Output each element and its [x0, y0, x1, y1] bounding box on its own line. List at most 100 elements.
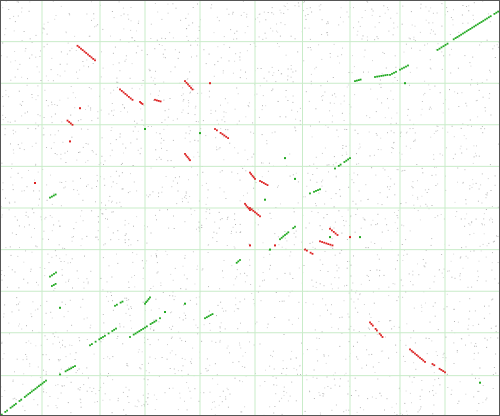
noise-dot: [342, 21, 344, 23]
noise-dot: [413, 38, 415, 40]
noise-dot: [188, 387, 189, 389]
noise-dot: [154, 48, 156, 50]
noise-dot: [459, 301, 461, 303]
noise-dot: [425, 203, 427, 205]
noise-dot: [97, 216, 99, 218]
forward-segment-dot: [51, 274, 53, 277]
noise-dot: [277, 186, 278, 188]
isolated-dot: [209, 82, 211, 85]
noise-dot: [71, 324, 73, 326]
noise-dot: [246, 13, 248, 15]
noise-dot: [39, 267, 41, 269]
noise-dot: [16, 297, 18, 299]
noise-dot: [262, 242, 264, 244]
forward-segment-dot: [49, 275, 51, 278]
noise-dot: [384, 117, 386, 119]
noise-dot: [402, 5, 404, 7]
noise-dot: [219, 331, 221, 333]
noise-dot: [272, 88, 274, 90]
noise-dot: [432, 385, 434, 387]
noise-dot: [299, 364, 301, 366]
isolated-dot: [359, 236, 361, 239]
noise-dot: [327, 22, 329, 24]
noise-dot: [318, 192, 320, 194]
noise-dot: [206, 208, 208, 210]
noise-dot: [492, 48, 494, 50]
noise-dot: [314, 68, 316, 70]
noise-dot: [43, 127, 45, 129]
noise-dot: [374, 26, 376, 28]
noise-dot: [380, 83, 382, 85]
noise-dot: [123, 107, 125, 109]
forward-segment-dot: [43, 381, 46, 383]
noise-dot: [461, 152, 463, 154]
noise-dot: [343, 120, 345, 121]
noise-dot: [326, 32, 328, 33]
noise-dot: [14, 21, 16, 23]
noise-dot: [185, 340, 186, 342]
noise-dot: [315, 281, 317, 283]
noise-dot: [388, 286, 390, 288]
noise-dot: [253, 344, 255, 346]
noise-dot: [15, 234, 17, 235]
noise-dot: [414, 40, 416, 42]
noise-dot: [323, 354, 325, 356]
forward-segment-dot: [9, 406, 12, 409]
noise-dot: [129, 77, 131, 79]
noise-dot: [50, 311, 52, 313]
noise-dot: [186, 28, 188, 30]
noise-dot: [375, 133, 377, 134]
noise-dot: [418, 274, 420, 276]
reverse-segment-dot: [331, 229, 333, 232]
noise-dot: [375, 397, 377, 399]
noise-dot: [240, 347, 242, 349]
noise-dot: [290, 65, 292, 66]
reverse-segment-dot: [419, 356, 421, 359]
forward-segment-dot: [480, 21, 483, 23]
noise-dot: [150, 326, 152, 328]
reverse-segment-dot: [126, 94, 128, 97]
noise-dot: [221, 401, 223, 403]
noise-dot: [133, 181, 135, 183]
noise-dot: [274, 317, 276, 318]
noise-dot: [232, 226, 234, 228]
noise-dot: [409, 128, 411, 130]
noise-dot: [95, 153, 97, 155]
noise-dot: [30, 313, 32, 315]
noise-dot: [312, 303, 314, 305]
noise-dot: [17, 172, 19, 174]
noise-dot: [45, 371, 47, 373]
forward-segment-dot: [446, 42, 449, 45]
noise-dot: [392, 98, 394, 100]
noise-dot: [330, 313, 332, 315]
noise-dot: [146, 194, 148, 196]
noise-dot: [9, 18, 11, 20]
noise-dot: [309, 38, 311, 40]
noise-dot: [136, 30, 137, 32]
noise-dot: [413, 36, 415, 38]
forward-segment-dot: [52, 284, 55, 286]
noise-dot: [257, 291, 259, 293]
noise-dot: [153, 99, 154, 101]
noise-dot: [460, 145, 462, 147]
noise-dot: [109, 358, 111, 360]
noise-dot: [189, 390, 191, 392]
noise-dot: [428, 108, 430, 110]
noise-dot: [441, 68, 443, 70]
noise-dot: [179, 176, 180, 178]
noise-dot: [90, 109, 92, 111]
noise-dot: [181, 198, 183, 200]
noise-dot: [125, 55, 127, 57]
noise-dot: [295, 230, 297, 232]
noise-dot: [39, 115, 41, 117]
noise-dot: [358, 163, 360, 165]
noise-dot: [290, 35, 292, 37]
noise-dot: [227, 217, 228, 219]
forward-segment-dot: [476, 23, 479, 26]
noise-dot: [67, 150, 68, 152]
noise-dot: [33, 190, 35, 192]
noise-dot: [442, 112, 444, 114]
noise-dot: [388, 30, 390, 32]
noise-dot: [101, 51, 102, 53]
noise-dot: [128, 239, 130, 241]
